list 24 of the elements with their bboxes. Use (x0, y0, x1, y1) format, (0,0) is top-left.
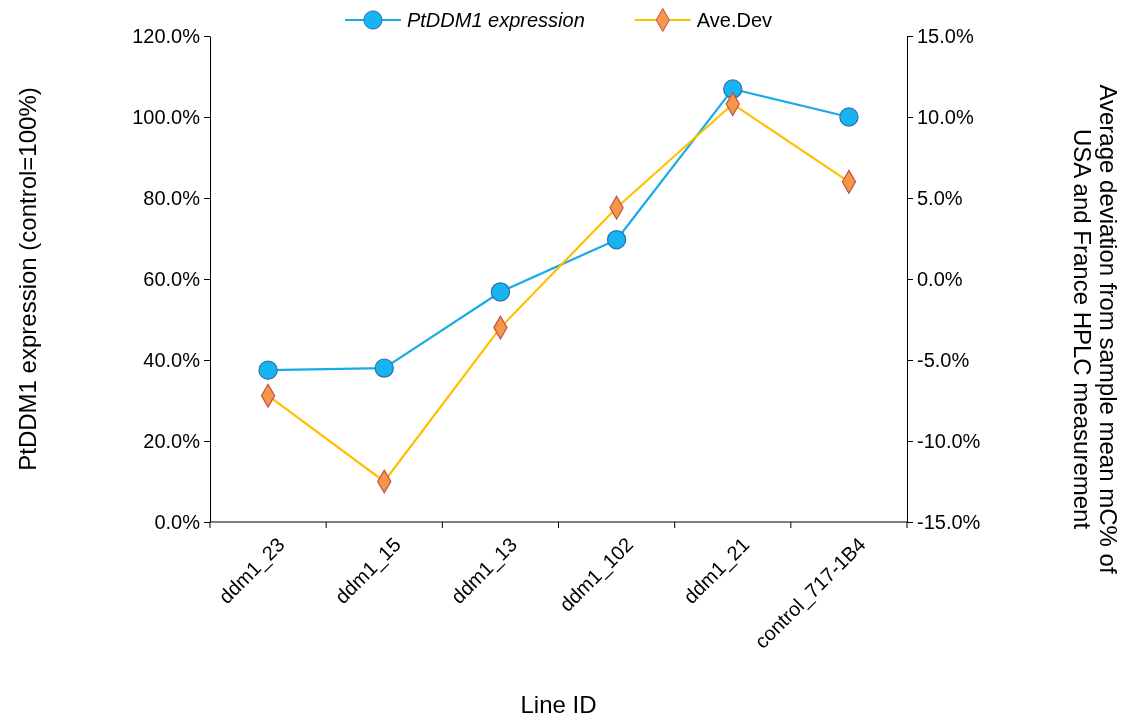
y-tick-label: 80.0% (143, 186, 201, 209)
y2-tick-label: 10.0% (917, 105, 974, 128)
point (839, 107, 859, 127)
point (374, 358, 394, 378)
legend-label: PtDDM1 expression (406, 9, 585, 31)
point (490, 282, 511, 302)
x-axis-title: Line ID (520, 691, 597, 718)
y2-tick-label: 0.0% (917, 267, 963, 290)
y-tick-label: 0.0% (154, 510, 201, 533)
y-tick-label: 100.0% (132, 105, 201, 128)
y2-tick-label: 5.0% (917, 186, 963, 209)
y-tick-label: 40.0% (143, 348, 201, 371)
y2-tick-label: -10.0% (917, 429, 981, 452)
point (258, 360, 278, 380)
y-axis-title: PtDDM1 expression (control=100%) (14, 87, 41, 471)
point (606, 230, 627, 250)
y-tick-label: 120.0% (132, 24, 201, 47)
legend-label: Ave.Dev (696, 9, 773, 31)
y2-tick-label: 15.0% (917, 24, 974, 47)
y-tick-label: 20.0% (143, 429, 201, 452)
y2-tick-label: -15.0% (917, 510, 981, 533)
y2-tick-label: -5.0% (917, 348, 970, 371)
y-tick-label: 60.0% (143, 267, 201, 290)
y2-axis-title: Average deviation from sample mean mC% of USA and France HPLC measurement (1068, 84, 1122, 574)
